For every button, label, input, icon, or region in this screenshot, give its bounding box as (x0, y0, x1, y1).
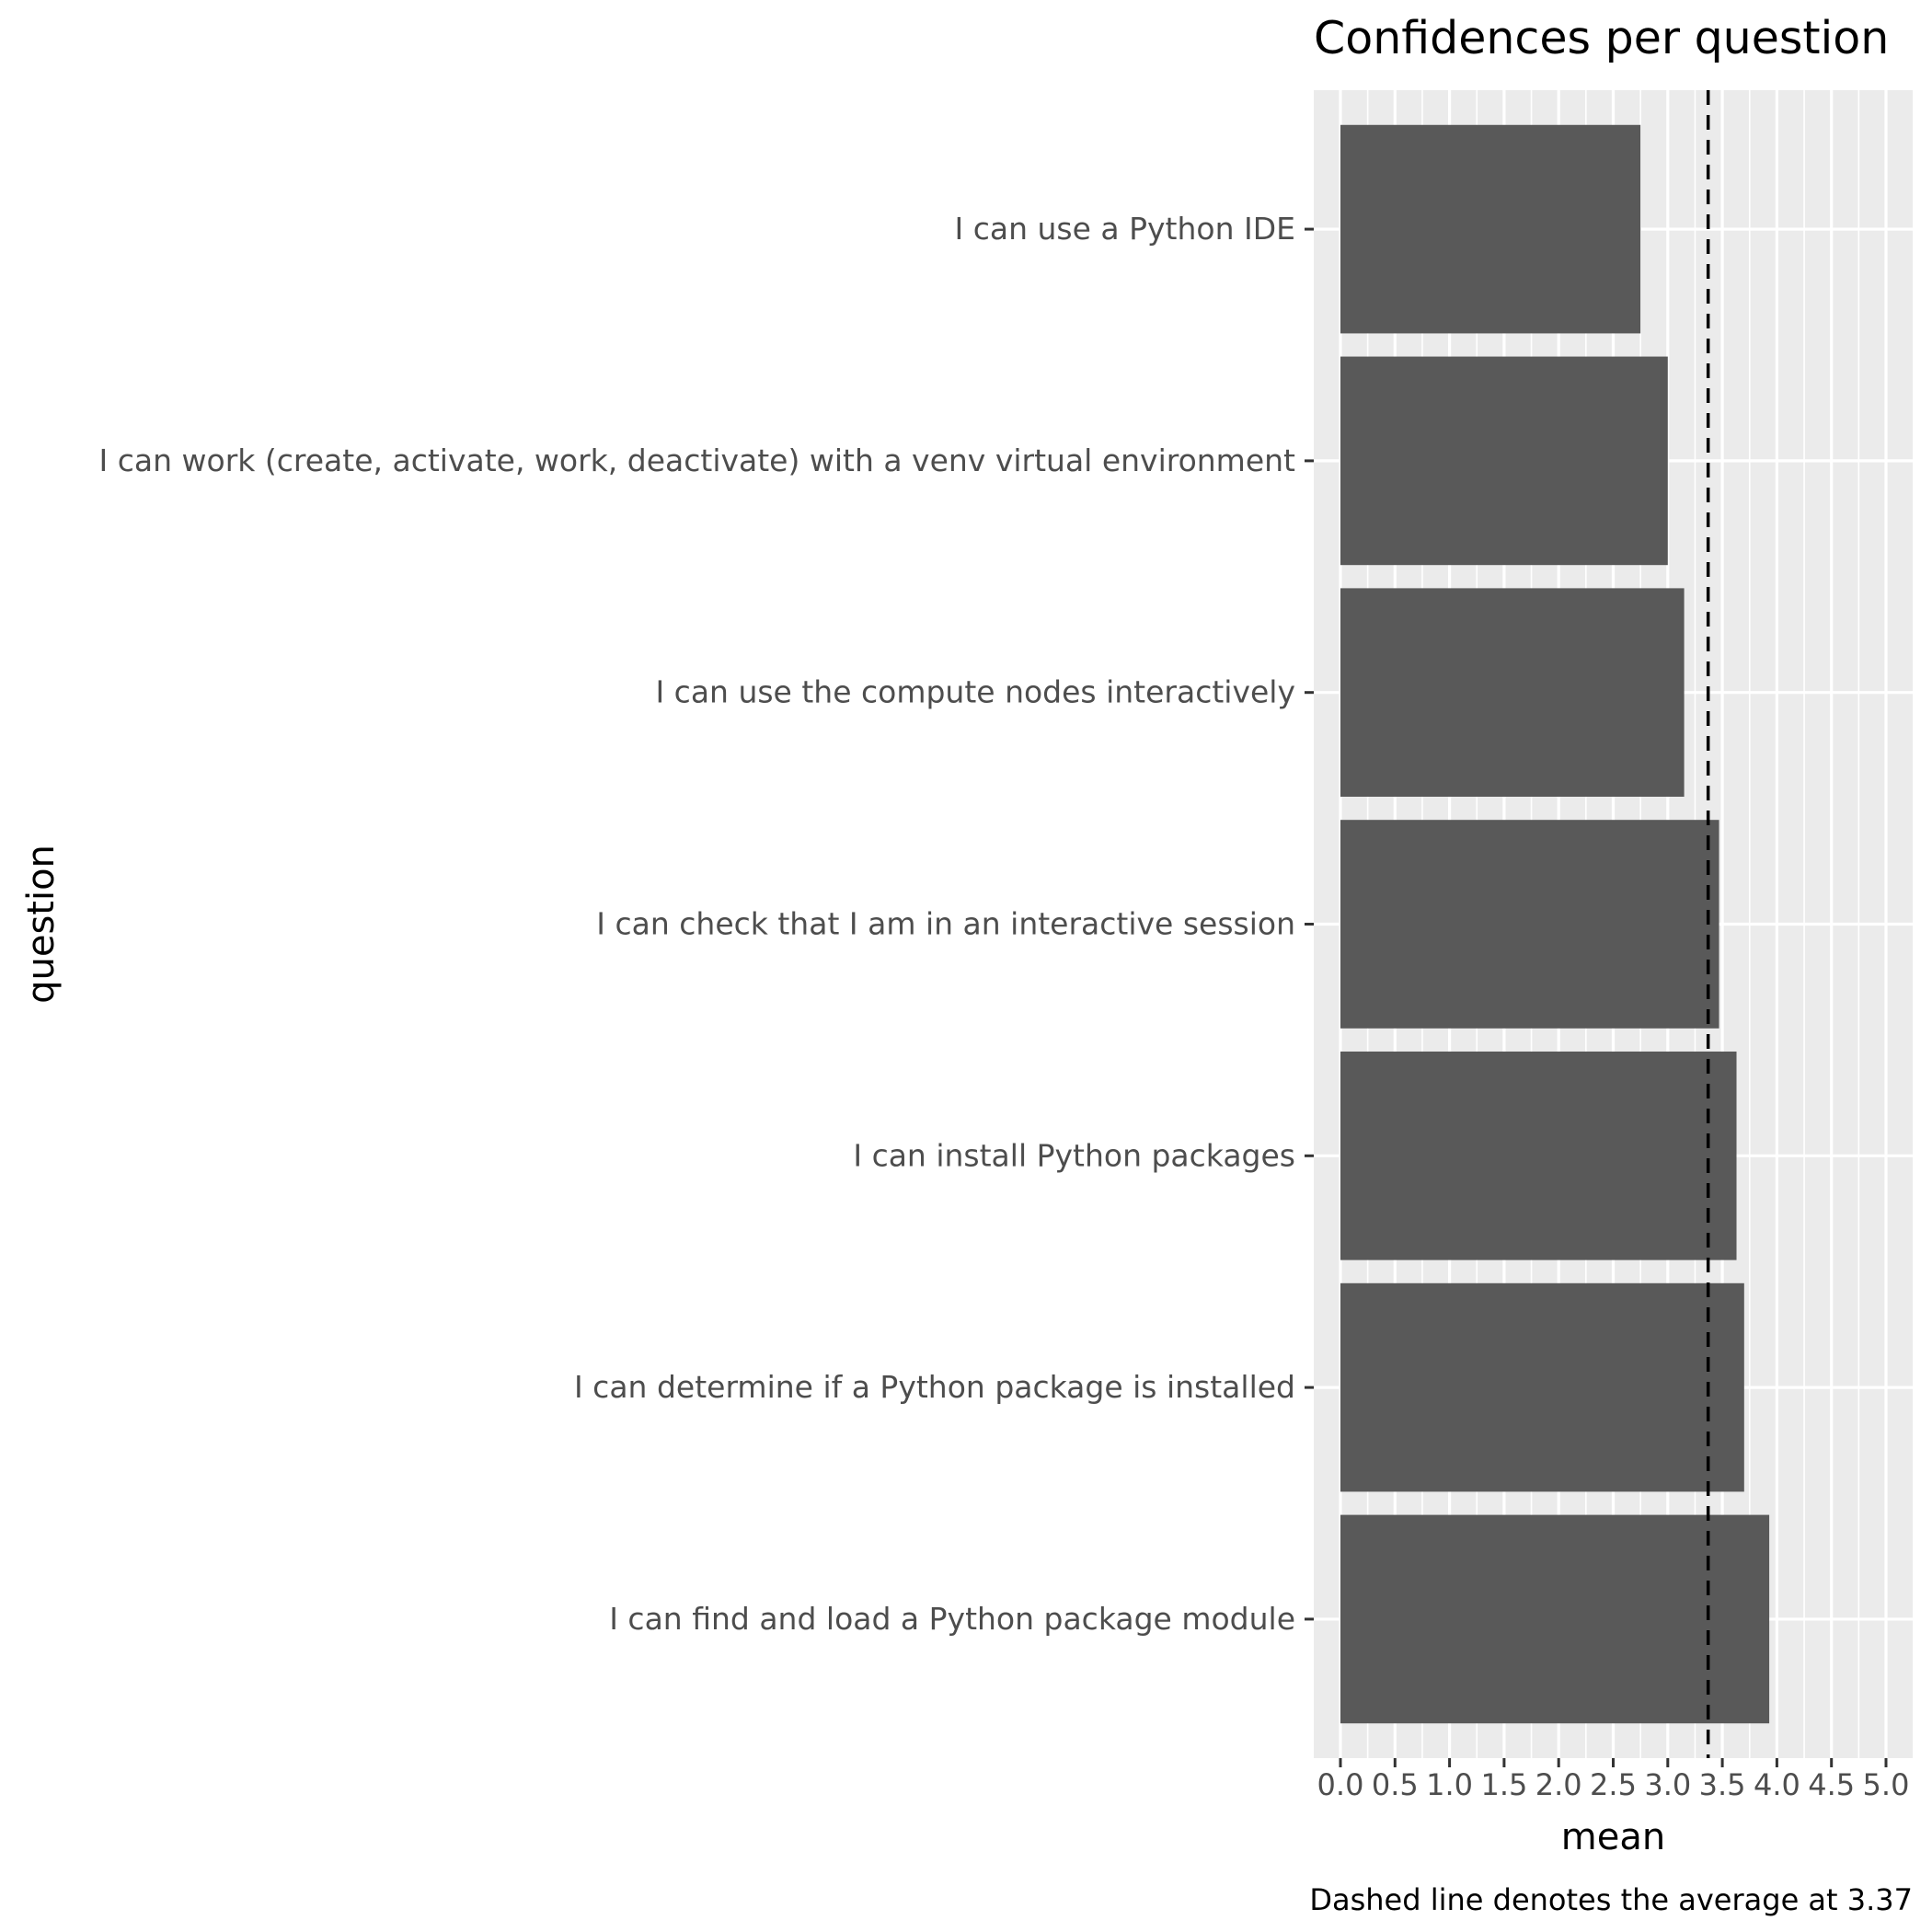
bar (1340, 820, 1719, 1029)
x-tick-label: 2.0 (1535, 1767, 1582, 1802)
x-tick-label: 1.0 (1426, 1767, 1473, 1802)
bar (1340, 1282, 1744, 1492)
x-tick-label: 3.5 (1699, 1767, 1746, 1802)
bars (1340, 124, 1770, 1724)
x-axis-ticks: 0.0 0.5 1.0 1.5 2.0 2.5 3.0 3.5 4.0 4.5 5.0 (1317, 1758, 1910, 1802)
bar (1340, 1051, 1737, 1260)
y-tick-label: I can use a Python IDE (955, 211, 1295, 247)
bar (1340, 124, 1641, 334)
chart-caption: Dashed line denotes the average at 3.37 (1309, 1882, 1913, 1917)
x-tick-label: 3.0 (1644, 1767, 1691, 1802)
x-tick-label: 1.5 (1480, 1767, 1527, 1802)
x-tick-label: 4.0 (1754, 1767, 1800, 1802)
y-tick-label: I can determine if a Python package is i… (574, 1369, 1295, 1405)
x-tick-label: 4.5 (1808, 1767, 1855, 1802)
bar (1340, 1514, 1770, 1724)
x-tick-label: 0.0 (1317, 1767, 1364, 1802)
y-axis-ticks: I can use a Python IDE I can work (create… (99, 211, 1314, 1637)
y-tick-label: I can install Python packages (853, 1137, 1295, 1173)
y-tick-label: I can use the compute nodes interactivel… (655, 674, 1295, 710)
y-axis-title: question (20, 845, 63, 1004)
bar (1340, 356, 1668, 566)
x-tick-label: 2.5 (1590, 1767, 1637, 1802)
y-tick-label: I can check that I am in an interactive … (596, 906, 1295, 942)
y-tick-label: I can work (create, activate, work, deac… (99, 443, 1296, 478)
chart-title: Confidences per question (1314, 12, 1889, 64)
x-tick-label: 0.5 (1372, 1767, 1419, 1802)
bar (1340, 588, 1685, 798)
x-axis-title: mean (1561, 1816, 1665, 1858)
y-tick-label: I can find and load a Python package mod… (609, 1601, 1295, 1637)
x-tick-label: 5.0 (1863, 1767, 1910, 1802)
